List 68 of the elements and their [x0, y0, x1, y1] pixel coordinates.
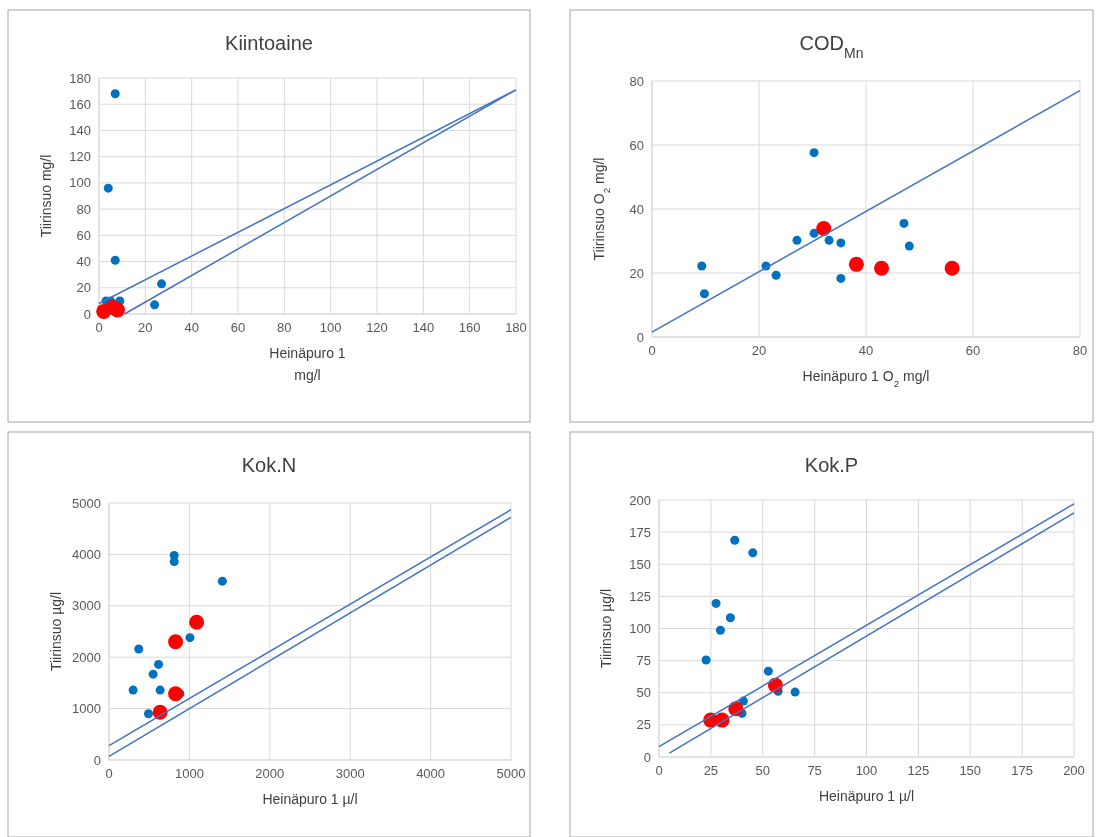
x-tick-label: 100	[855, 763, 878, 778]
x-tick-label: 20	[138, 320, 153, 335]
y-tick-label: 50	[636, 685, 651, 701]
y-tick-label: 20	[76, 280, 91, 296]
x-tick-label: 175	[1011, 763, 1033, 778]
x-tick-label: 50	[755, 763, 770, 778]
chart-title: Kok.P	[804, 454, 859, 476]
x-tick-label: 60	[965, 343, 981, 358]
y-tick-label: 100	[629, 621, 651, 636]
x-tick-label: 40	[858, 343, 874, 358]
chart-title: Kiintoaine	[225, 32, 313, 54]
y-tick-label: 160	[69, 96, 91, 112]
x-axis-title: Heinäpuro 1 mg/l	[269, 345, 346, 383]
x-tick-label: 125	[907, 763, 930, 778]
y-tick-label: 200	[629, 492, 651, 508]
y-tick-label: 80	[76, 201, 91, 217]
y-tick-label: 120	[69, 149, 91, 165]
x-axis-title: Heinäpuro 1 O$_{2}$ mg/l	[802, 368, 930, 389]
x-tick-label: 60	[230, 320, 246, 335]
x-axis-title: Heinäpuro 1 µ/l	[818, 788, 915, 804]
y-tick-label: 4000	[72, 546, 101, 562]
y-tick-label: 25	[636, 717, 651, 733]
y-tick-label: 150	[629, 556, 651, 572]
x-axis-title: Heinäpuro 1 µ/l	[262, 791, 358, 807]
y-tick-label: 1000	[72, 701, 101, 717]
x-tick-label: 1000	[174, 766, 204, 781]
y-tick-label: 60	[76, 227, 91, 243]
y-tick-label: 2000	[72, 649, 101, 665]
x-tick-label: 150	[959, 763, 982, 778]
x-tick-label: 5000	[496, 766, 526, 781]
x-tick-label: 0	[655, 763, 663, 778]
x-tick-label: 80	[1072, 343, 1088, 358]
y-axis-title: Tiirinsuo mg/l	[38, 154, 54, 238]
y-axis-title: Tiirinsuo µg/l	[598, 588, 614, 669]
x-tick-label: 160	[458, 320, 481, 335]
y-tick-label: 175	[629, 524, 651, 540]
x-tick-label: 100	[319, 320, 342, 335]
y-tick-label: 75	[636, 653, 651, 669]
x-tick-label: 2000	[255, 766, 285, 781]
x-tick-label: 4000	[416, 766, 446, 781]
y-tick-label: 140	[69, 122, 91, 138]
y-tick-label: 40	[76, 254, 91, 270]
y-tick-label: 5000	[72, 495, 101, 511]
y-tick-label: 60	[629, 137, 644, 153]
chart-title: Kok.N	[241, 454, 297, 476]
y-tick-label: 0	[643, 749, 651, 765]
y-axis-title: Tiirinsuo µg/l	[48, 591, 64, 672]
y-tick-label: 0	[83, 306, 91, 322]
x-tick-label: 180	[505, 320, 527, 335]
x-tick-label: 20	[751, 343, 767, 358]
y-tick-label: 80	[629, 73, 644, 89]
chart-title: COD$_{Mn}$	[799, 32, 864, 61]
y-tick-label: 0	[93, 752, 101, 768]
x-tick-label: 80	[277, 320, 292, 335]
y-tick-label: 100	[69, 175, 91, 191]
y-tick-label: 3000	[72, 598, 101, 614]
x-tick-label: 140	[412, 320, 435, 335]
x-tick-label: 3000	[335, 766, 365, 781]
x-tick-label: 40	[184, 320, 199, 335]
y-tick-label: 180	[69, 70, 91, 86]
x-tick-label: 200	[1063, 763, 1085, 778]
x-tick-label: 25	[703, 763, 719, 778]
x-tick-label: 75	[807, 763, 822, 778]
x-tick-label: 120	[366, 320, 388, 335]
y-tick-label: 125	[629, 588, 651, 604]
y-tick-label: 40	[629, 201, 644, 217]
x-tick-label: 0	[105, 766, 113, 781]
y-tick-label: 20	[629, 265, 644, 281]
